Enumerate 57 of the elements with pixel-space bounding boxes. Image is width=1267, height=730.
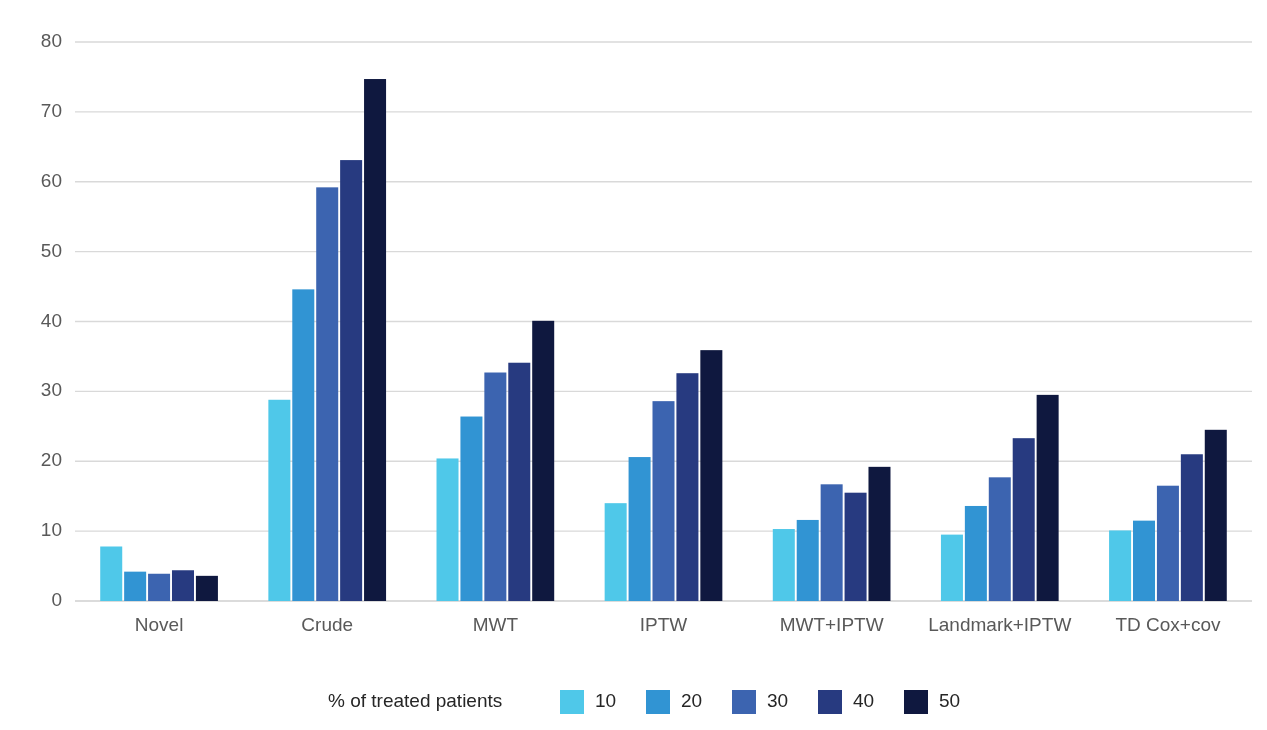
bar <box>532 320 555 601</box>
bar <box>460 416 483 601</box>
bar <box>964 505 987 601</box>
y-tick-label: 0 <box>51 589 62 611</box>
bar <box>1109 530 1132 601</box>
bar <box>820 484 843 601</box>
bar <box>796 519 819 601</box>
x-tick-label: TD Cox+cov <box>1115 614 1221 635</box>
y-tick-label: 40 <box>40 309 62 331</box>
y-tick-label: 30 <box>40 379 62 401</box>
y-tick-label: 50 <box>40 239 62 261</box>
bar <box>772 529 795 601</box>
bar <box>195 575 218 601</box>
bar <box>484 372 507 601</box>
legend-label: 30 <box>767 690 789 712</box>
bar <box>268 399 291 601</box>
legend-label: 10 <box>595 690 617 712</box>
bar <box>604 503 627 601</box>
bar <box>508 362 531 601</box>
bar <box>171 570 194 601</box>
legend-label: 20 <box>681 690 703 712</box>
bar <box>676 373 699 601</box>
bar <box>628 457 651 601</box>
x-tick-label: IPTW <box>639 614 688 635</box>
legend-title: % of treated patients <box>328 690 503 712</box>
bar <box>1012 438 1035 601</box>
y-tick-label: 70 <box>40 99 62 121</box>
bar <box>1133 520 1156 601</box>
x-tick-label: Novel <box>134 614 184 635</box>
bar <box>436 458 459 601</box>
bar <box>1180 454 1203 601</box>
bar <box>100 546 123 601</box>
legend-label: 40 <box>853 690 875 712</box>
y-tick-label: 60 <box>40 169 62 191</box>
bar <box>940 534 963 601</box>
bar <box>868 466 891 601</box>
bar <box>316 187 339 601</box>
bar <box>148 573 171 601</box>
bar <box>988 477 1011 601</box>
bar <box>340 160 363 601</box>
bar <box>1036 394 1059 601</box>
x-tick-label: MWT <box>472 614 519 635</box>
bar <box>1156 485 1179 601</box>
bar <box>364 79 387 601</box>
bar <box>124 571 147 601</box>
bar <box>844 492 867 601</box>
x-tick-label: Crude <box>301 614 354 635</box>
y-tick-label: 80 <box>40 30 62 52</box>
bar <box>700 350 723 601</box>
x-tick-label: Landmark+IPTW <box>928 614 1072 635</box>
bar <box>292 289 315 601</box>
bar <box>652 401 675 601</box>
legend-label: 50 <box>939 690 961 712</box>
y-tick-label: 10 <box>40 519 62 541</box>
y-tick-label: 20 <box>40 449 62 471</box>
x-tick-label: MWT+IPTW <box>779 614 884 635</box>
bar <box>1204 429 1227 601</box>
